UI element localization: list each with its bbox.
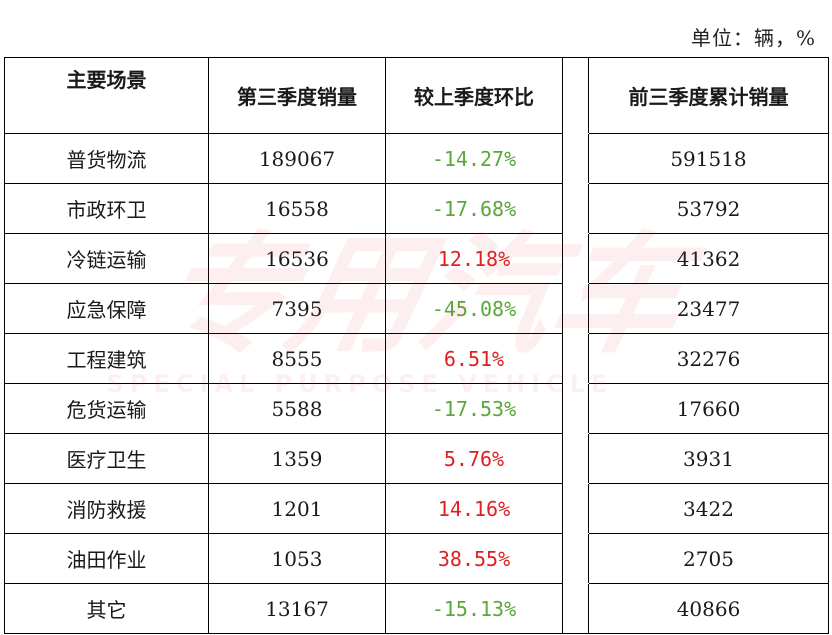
column-gap xyxy=(562,183,589,234)
cell-scene: 工程建筑 xyxy=(4,333,209,384)
cell-scene: 普货物流 xyxy=(4,133,209,184)
cell-scene: 医疗卫生 xyxy=(4,433,209,484)
cell-qoq: -17.68% xyxy=(385,183,563,234)
table-row: 普货物流 189067 -14.27% 591518 xyxy=(4,133,829,184)
cell-qoq: 6.51% xyxy=(385,333,563,384)
table-row: 其它 13167 -15.13% 40866 xyxy=(4,583,829,634)
cell-q3-sales: 5588 xyxy=(208,383,386,434)
cell-ytd-sales: 23477 xyxy=(588,283,829,334)
column-gap xyxy=(562,57,589,134)
cell-q3-sales: 1053 xyxy=(208,533,386,584)
column-gap xyxy=(562,283,589,334)
table-row: 工程建筑 8555 6.51% 32276 xyxy=(4,333,829,384)
table-row: 应急保障 7395 -45.08% 23477 xyxy=(4,283,829,334)
header-qoq: 较上季度环比 xyxy=(385,57,563,134)
cell-qoq: -45.08% xyxy=(385,283,563,334)
header-scene: 主要场景 xyxy=(4,57,209,134)
cell-ytd-sales: 17660 xyxy=(588,383,829,434)
cell-qoq: -15.13% xyxy=(385,583,563,634)
cell-qoq: 12.18% xyxy=(385,233,563,284)
cell-q3-sales: 13167 xyxy=(208,583,386,634)
cell-qoq: -14.27% xyxy=(385,133,563,184)
cell-ytd-sales: 3422 xyxy=(588,483,829,534)
cell-scene: 冷链运输 xyxy=(4,233,209,284)
cell-q3-sales: 16536 xyxy=(208,233,386,284)
cell-q3-sales: 16558 xyxy=(208,183,386,234)
cell-scene: 消防救援 xyxy=(4,483,209,534)
table-row: 危货运输 5588 -17.53% 17660 xyxy=(4,383,829,434)
cell-ytd-sales: 53792 xyxy=(588,183,829,234)
unit-label: 单位：辆，% xyxy=(690,26,816,50)
cell-qoq: 38.55% xyxy=(385,533,563,584)
cell-qoq: 14.16% xyxy=(385,483,563,534)
sales-table: 主要场景 第三季度销量 较上季度环比 前三季度累计销量 普货物流 189067 -1… xyxy=(4,57,829,634)
table-row: 市政环卫 16558 -17.68% 53792 xyxy=(4,183,829,234)
table-row: 冷链运输 16536 12.18% 41362 xyxy=(4,233,829,284)
cell-ytd-sales: 3931 xyxy=(588,433,829,484)
column-gap xyxy=(562,233,589,284)
cell-q3-sales: 1359 xyxy=(208,433,386,484)
column-gap xyxy=(562,383,589,434)
column-gap xyxy=(562,483,589,534)
table-row: 油田作业 1053 38.55% 2705 xyxy=(4,533,829,584)
cell-q3-sales: 8555 xyxy=(208,333,386,384)
cell-q3-sales: 1201 xyxy=(208,483,386,534)
cell-ytd-sales: 32276 xyxy=(588,333,829,384)
cell-q3-sales: 7395 xyxy=(208,283,386,334)
cell-ytd-sales: 2705 xyxy=(588,533,829,584)
cell-scene: 其它 xyxy=(4,583,209,634)
column-gap xyxy=(562,433,589,484)
header-ytd-sales: 前三季度累计销量 xyxy=(588,57,829,134)
cell-ytd-sales: 41362 xyxy=(588,233,829,284)
cell-scene: 应急保障 xyxy=(4,283,209,334)
cell-ytd-sales: 40866 xyxy=(588,583,829,634)
cell-qoq: -17.53% xyxy=(385,383,563,434)
column-gap xyxy=(562,533,589,584)
cell-q3-sales: 189067 xyxy=(208,133,386,184)
header-q3-sales: 第三季度销量 xyxy=(208,57,386,134)
table-header-row: 主要场景 第三季度销量 较上季度环比 前三季度累计销量 xyxy=(4,57,829,134)
table-row: 医疗卫生 1359 5.76% 3931 xyxy=(4,433,829,484)
column-gap xyxy=(562,133,589,184)
column-gap xyxy=(562,583,589,634)
table-row: 消防救援 1201 14.16% 3422 xyxy=(4,483,829,534)
cell-qoq: 5.76% xyxy=(385,433,563,484)
cell-scene: 危货运输 xyxy=(4,383,209,434)
cell-scene: 油田作业 xyxy=(4,533,209,584)
column-gap xyxy=(562,333,589,384)
cell-ytd-sales: 591518 xyxy=(588,133,829,184)
cell-scene: 市政环卫 xyxy=(4,183,209,234)
